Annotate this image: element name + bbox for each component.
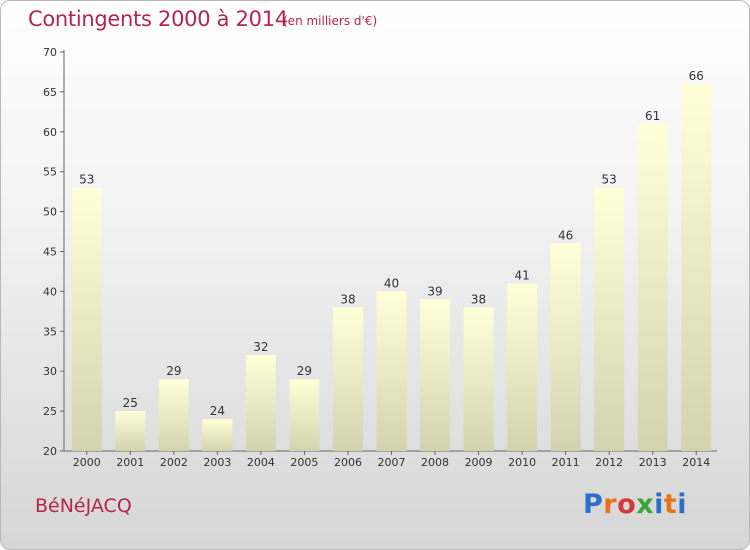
logo-letter: o (617, 489, 637, 520)
x-tick-label-2012: 2012 (595, 456, 623, 469)
data-label-2001: 25 (123, 396, 138, 410)
bar-2009 (463, 307, 494, 451)
x-tick-label-2001: 2001 (116, 456, 144, 469)
logo-letter: t (663, 489, 678, 520)
bar-2005 (289, 379, 320, 451)
bar-2008 (420, 299, 451, 451)
data-label-2002: 29 (166, 364, 181, 378)
data-label-2007: 40 (384, 276, 399, 290)
logo-letter: r (603, 489, 618, 520)
bar-2007 (376, 291, 407, 451)
bar-2004 (245, 355, 276, 451)
bar-2006 (332, 307, 363, 451)
x-tick-label-2002: 2002 (160, 456, 188, 469)
y-tick-label: 45 (43, 246, 57, 259)
data-label-2005: 29 (297, 364, 312, 378)
x-tick-label-2013: 2013 (639, 456, 667, 469)
bar-2013 (637, 123, 668, 451)
chart-title: Contingents 2000 à 2014 (28, 7, 288, 31)
bar-2000 (71, 187, 102, 451)
y-tick-label: 65 (43, 86, 57, 99)
x-tick-label-2004: 2004 (247, 456, 275, 469)
proxiti-logo: Proxiti (583, 489, 687, 520)
x-tick-label-2003: 2003 (203, 456, 231, 469)
y-tick-label: 50 (43, 206, 57, 219)
x-tick-label-2010: 2010 (508, 456, 536, 469)
bar-2012 (594, 187, 625, 451)
x-tick-label-2008: 2008 (421, 456, 449, 469)
x-axis: 2000 2001 2002 2003 2004 2005 2006 2007 2008 2009… (64, 450, 717, 469)
data-label-2012: 53 (602, 173, 617, 187)
bar-2011 (550, 243, 581, 451)
y-tick-label: 20 (43, 445, 57, 458)
x-tick-label-2006: 2006 (334, 456, 362, 469)
bar-2002 (158, 379, 189, 451)
x-tick-label-2014: 2014 (682, 456, 710, 469)
logo-letter: i (677, 489, 688, 520)
logo-letter: i (654, 489, 664, 520)
logo-letter: P (583, 489, 604, 520)
data-labels: 53 25 29 24 32 29 38 40 39 38 41 46 53 61 66 (79, 69, 704, 418)
y-tick-label: 25 (43, 405, 57, 418)
data-label-2008: 39 (427, 284, 442, 298)
x-tick-label-2009: 2009 (465, 456, 493, 469)
y-tick-label: 30 (43, 365, 57, 378)
data-label-2003: 24 (210, 404, 225, 418)
data-label-2006: 38 (340, 292, 355, 306)
data-label-2013: 61 (645, 109, 660, 123)
data-label-2004: 32 (253, 340, 268, 354)
bar-2010 (507, 283, 538, 451)
y-tick-label: 70 (43, 46, 57, 59)
x-tick-label-2005: 2005 (290, 456, 318, 469)
chart-subtitle: (en milliers d'€) (283, 14, 378, 28)
x-tick-label-2011: 2011 (552, 456, 580, 469)
logo-letter: x (636, 489, 655, 520)
y-axis: 20 25 30 35 40 45 50 55 60 65 70 (43, 46, 65, 458)
x-tick-label-2000: 2000 (73, 456, 101, 469)
commune-name: BéNéJACQ (35, 495, 132, 517)
bars (71, 83, 712, 452)
bar-2001 (115, 411, 146, 451)
y-tick-label: 55 (43, 166, 57, 179)
data-label-2010: 41 (514, 268, 529, 282)
bar-2003 (202, 419, 233, 451)
bar-2014 (681, 83, 712, 452)
y-tick-label: 35 (43, 325, 57, 338)
data-label-2011: 46 (558, 229, 573, 243)
data-label-2000: 53 (79, 173, 94, 187)
x-tick-label-2007: 2007 (378, 456, 406, 469)
data-label-2014: 66 (689, 69, 704, 83)
y-tick-label: 60 (43, 126, 57, 139)
y-tick-label: 40 (43, 285, 57, 298)
data-label-2009: 38 (471, 292, 486, 306)
